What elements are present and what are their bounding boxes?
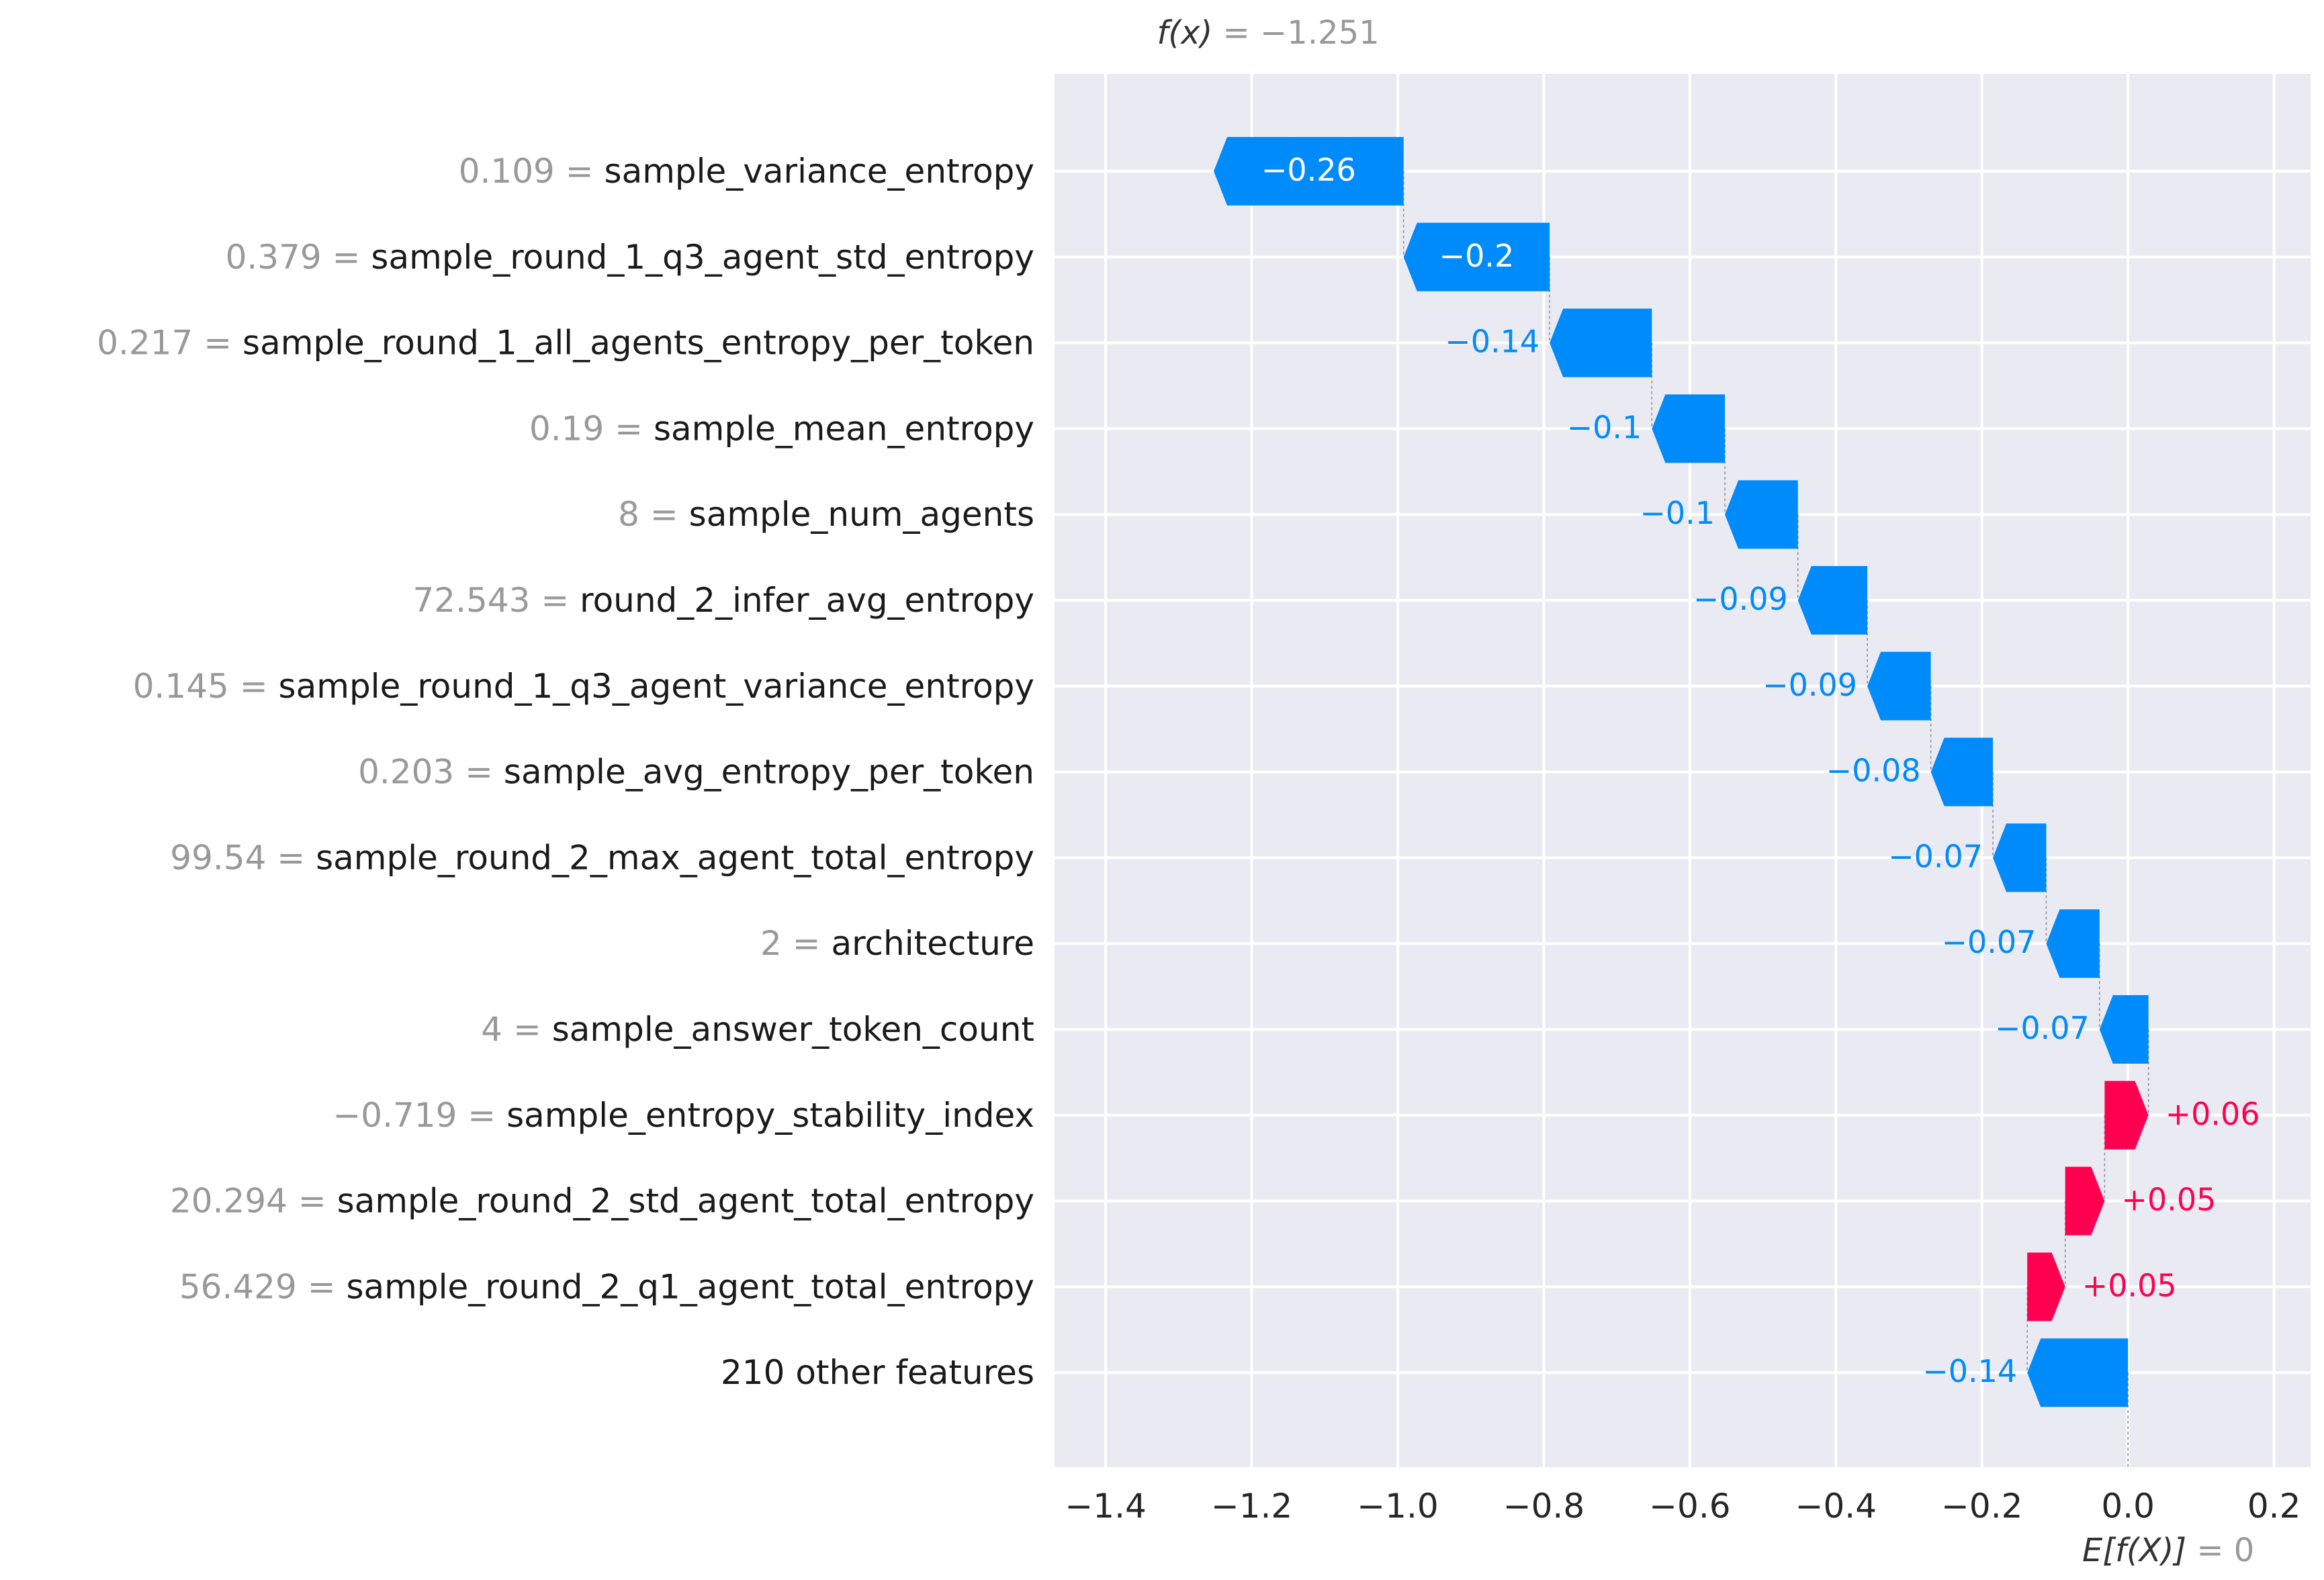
bar-value-label: −0.09 xyxy=(1693,581,1788,617)
feature-label: −0.719 = sample_entropy_stability_index xyxy=(332,1096,1034,1135)
bar-value-label: −0.2 xyxy=(1439,238,1515,274)
feature-value: 0.203 = xyxy=(358,753,504,792)
feature-label: 0.217 = sample_round_1_all_agents_entrop… xyxy=(97,324,1034,363)
feature-name: architecture xyxy=(831,924,1034,963)
bar-value-label: −0.07 xyxy=(1995,1010,2090,1046)
fx-symbol: f(x) xyxy=(1157,14,1213,52)
waterfall-bar xyxy=(1797,566,1868,635)
bar-value-label: −0.07 xyxy=(1888,838,1983,874)
bar-value-label: +0.05 xyxy=(2121,1182,2216,1218)
bar-value-label: −0.07 xyxy=(1941,924,2036,960)
feature-name: sample_round_1_q3_agent_std_entropy xyxy=(371,238,1034,277)
feature-name: sample_answer_token_count xyxy=(552,1010,1034,1049)
ex-symbol: E[f(X)] xyxy=(2082,1532,2186,1569)
bar-value-label: −0.09 xyxy=(1762,667,1857,703)
feature-label: 8 = sample_num_agents xyxy=(618,495,1034,534)
feature-value: −0.719 = xyxy=(332,1096,506,1135)
expected-value-annotation: E[f(X)] = 0 xyxy=(2082,1532,2254,1569)
waterfall-bar xyxy=(2027,1338,2129,1407)
x-tick-label: −0.4 xyxy=(1795,1487,1877,1526)
waterfall-bar xyxy=(2027,1252,2065,1321)
plot-background xyxy=(1055,74,2311,1467)
feature-label: 72.543 = round_2_infer_avg_entropy xyxy=(412,581,1034,620)
feature-name: sample_round_2_max_agent_total_entropy xyxy=(316,838,1034,877)
y-labels: 0.109 = sample_variance_entropy 0.379 = s… xyxy=(97,152,1034,1392)
feature-value: 56.429 = xyxy=(179,1267,347,1306)
feature-value: 0.217 = xyxy=(97,324,242,363)
feature-name: 210 other features xyxy=(721,1353,1034,1392)
feature-name: sample_round_1_q3_agent_variance_entropy xyxy=(279,667,1034,706)
x-tick-label: −1.0 xyxy=(1357,1487,1438,1526)
feature-label: 4 = sample_answer_token_count xyxy=(481,1010,1034,1049)
bar-labels: −0.26 −0.2 −0.14 −0.1 −0.1 −0.09 −0.09 −0.08 −0.… xyxy=(1261,152,2260,1389)
waterfall-bar xyxy=(1652,394,1726,463)
feature-label: 99.54 = sample_round_2_max_agent_total_e… xyxy=(170,838,1034,877)
feature-name: sample_round_2_std_agent_total_entropy xyxy=(337,1182,1034,1221)
bar-value-label: −0.14 xyxy=(1922,1353,2017,1389)
feature-value: 0.145 = xyxy=(133,667,279,706)
feature-value: 20.294 = xyxy=(170,1182,337,1221)
feature-label: 56.429 = sample_round_2_q1_agent_total_e… xyxy=(179,1267,1034,1306)
waterfall-bar xyxy=(1993,823,2047,892)
waterfall-bar xyxy=(1867,651,1931,721)
feature-name: sample_mean_entropy xyxy=(654,409,1034,448)
x-tick-label: 0.2 xyxy=(2247,1487,2301,1526)
x-tick-label: −0.8 xyxy=(1503,1487,1584,1526)
feature-name: round_2_infer_avg_entropy xyxy=(580,581,1034,620)
ex-value: = 0 xyxy=(2186,1532,2254,1569)
feature-value: 8 = xyxy=(618,495,689,534)
feature-value: 99.54 = xyxy=(170,838,316,877)
waterfall-bar xyxy=(1930,737,1994,806)
feature-label: 0.203 = sample_avg_entropy_per_token xyxy=(358,753,1034,792)
feature-label: 0.379 = sample_round_1_q3_agent_std_entr… xyxy=(226,238,1034,277)
x-ticks: −1.4 −1.2 −1.0 −0.8 −0.6 −0.4 −0.2 0.0 0.2 xyxy=(1065,1487,2300,1526)
x-tick-label: −1.4 xyxy=(1065,1487,1146,1526)
x-tick-label: 0.0 xyxy=(2101,1487,2155,1526)
feature-label: 210 other features xyxy=(721,1353,1034,1392)
feature-name: sample_avg_entropy_per_token xyxy=(504,753,1034,792)
bars xyxy=(1214,137,2149,1407)
waterfall-bar xyxy=(2099,995,2149,1064)
connectors xyxy=(1402,171,2149,1467)
bar-value-label: −0.14 xyxy=(1445,324,1539,360)
feature-label: 20.294 = sample_round_2_std_agent_total_… xyxy=(170,1182,1034,1221)
feature-name: sample_variance_entropy xyxy=(605,152,1034,191)
bar-value-label: +0.06 xyxy=(2165,1096,2260,1132)
feature-value: 72.543 = xyxy=(412,581,580,620)
bar-value-label: −0.08 xyxy=(1826,753,1921,789)
waterfall-bar xyxy=(1403,222,1550,291)
x-tick-label: −0.2 xyxy=(1941,1487,2022,1526)
feature-value: 2 = xyxy=(760,924,832,963)
waterfall-bar xyxy=(1550,308,1652,377)
waterfall-bar xyxy=(1214,137,1404,205)
waterfall-bar xyxy=(2065,1166,2105,1236)
feature-value: 0.19 = xyxy=(529,409,654,448)
waterfall-bar xyxy=(2046,909,2100,978)
feature-name: sample_round_2_q1_agent_total_entropy xyxy=(346,1267,1034,1306)
fx-annotation: f(x) = −1.251 xyxy=(1157,14,1380,52)
fx-value: = −1.251 xyxy=(1212,14,1379,52)
feature-label: 0.19 = sample_mean_entropy xyxy=(529,409,1034,448)
bar-value-label: −0.26 xyxy=(1261,152,1356,188)
feature-name: sample_num_agents xyxy=(689,495,1034,534)
feature-name: sample_entropy_stability_index xyxy=(506,1096,1034,1135)
feature-label: 2 = architecture xyxy=(760,924,1034,963)
bar-value-label: +0.05 xyxy=(2082,1267,2177,1303)
feature-value: 0.109 = xyxy=(459,152,605,191)
feature-value: 0.379 = xyxy=(226,238,371,277)
feature-label: 0.109 = sample_variance_entropy xyxy=(459,152,1034,191)
feature-label: 0.145 = sample_round_1_q3_agent_variance… xyxy=(133,667,1034,706)
waterfall-bar xyxy=(2104,1080,2149,1150)
bar-value-label: −0.1 xyxy=(1640,495,1715,531)
x-tick-label: −1.2 xyxy=(1211,1487,1292,1526)
bar-value-label: −0.1 xyxy=(1567,409,1642,445)
x-tick-label: −0.6 xyxy=(1649,1487,1730,1526)
feature-value: 4 = xyxy=(481,1010,552,1049)
feature-name: sample_round_1_all_agents_entropy_per_to… xyxy=(242,324,1034,363)
waterfall-bar xyxy=(1725,480,1798,549)
